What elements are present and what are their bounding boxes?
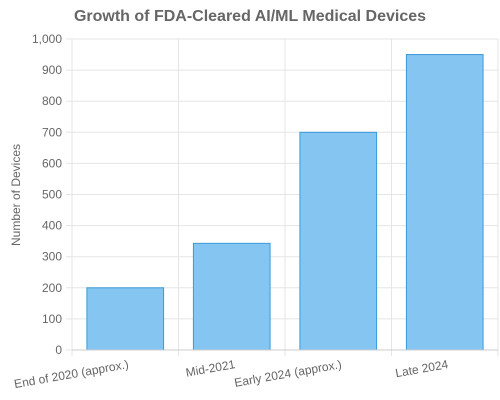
bar bbox=[299, 131, 378, 351]
x-tick-label: Late 2024 bbox=[394, 357, 449, 380]
x-tick-label: End of 2020 (approx.) bbox=[13, 357, 130, 391]
bar bbox=[405, 54, 484, 351]
y-tick-label: 900 bbox=[42, 63, 62, 77]
x-tick-label: Early 2024 (approx.) bbox=[233, 357, 343, 390]
bar bbox=[86, 287, 165, 351]
x-tick-label: Mid-2021 bbox=[185, 357, 237, 380]
y-tick-label: 200 bbox=[42, 281, 62, 295]
y-tick-label: 800 bbox=[42, 94, 62, 108]
y-tick-label: 400 bbox=[42, 219, 62, 233]
y-tick-label: 0 bbox=[55, 343, 62, 357]
y-tick-label: 100 bbox=[42, 312, 62, 326]
y-tick-label: 300 bbox=[42, 250, 62, 264]
y-tick-labels: 0 100 200 300 400 500 600 700 800 900 1,000 bbox=[32, 32, 62, 357]
bar bbox=[192, 242, 271, 351]
y-tick-label: 1,000 bbox=[32, 32, 62, 46]
y-axis-title: Number of Devices bbox=[9, 144, 23, 246]
bars bbox=[86, 54, 484, 351]
y-tick-label: 600 bbox=[42, 156, 62, 170]
y-tick-label: 500 bbox=[42, 188, 62, 202]
y-tick-label: 700 bbox=[42, 125, 62, 139]
chart-title: Growth of FDA-Cleared AI/ML Medical Devi… bbox=[73, 8, 427, 25]
